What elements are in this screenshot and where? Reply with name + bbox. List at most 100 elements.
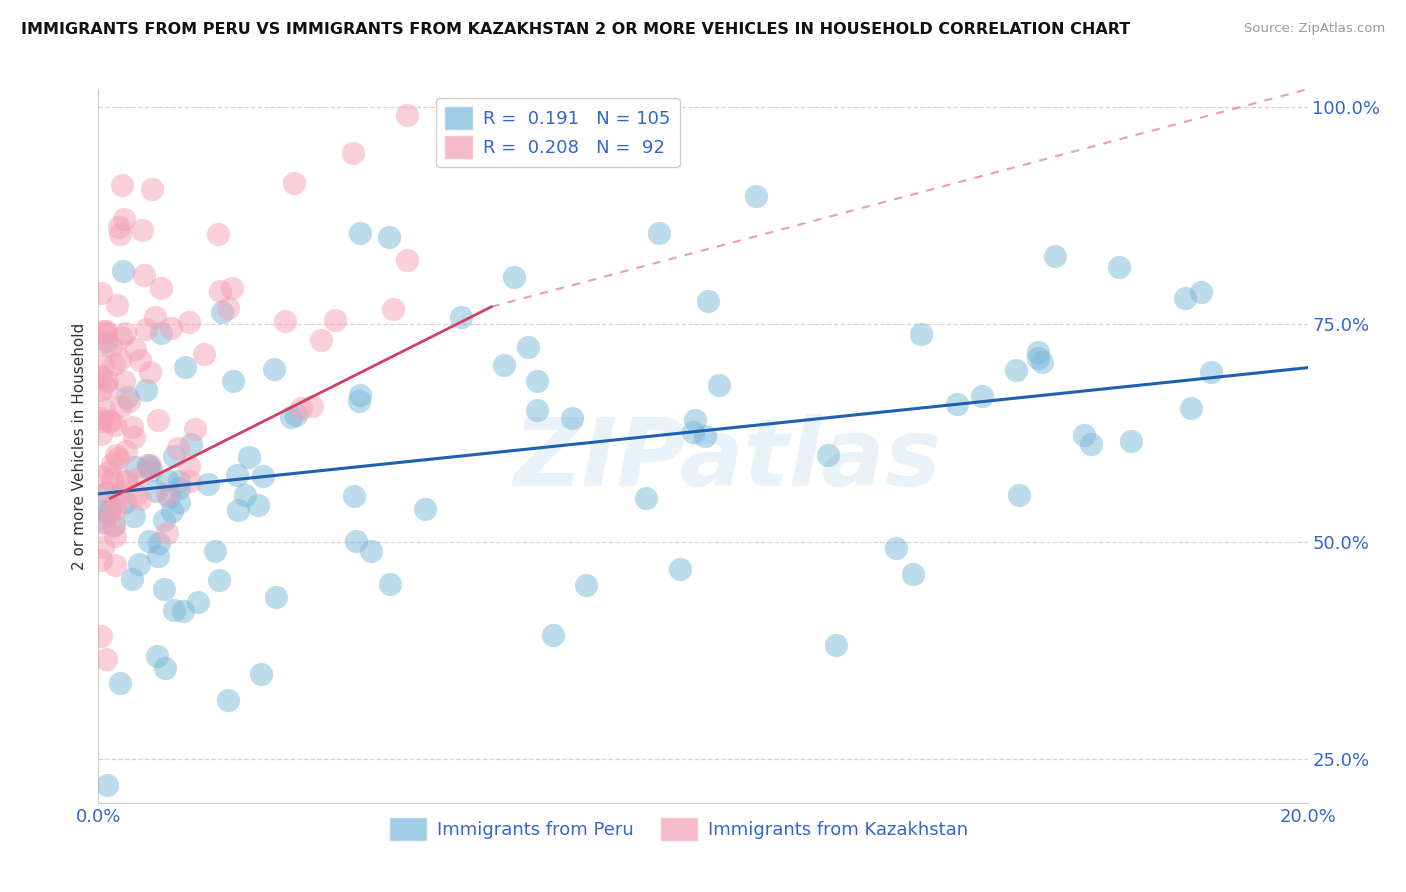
Point xyxy=(104,558,127,572)
Point xyxy=(252,469,274,483)
Point xyxy=(707,378,730,392)
Point xyxy=(395,108,418,122)
Point xyxy=(235,488,257,502)
Point xyxy=(280,410,302,425)
Point xyxy=(238,450,260,464)
Point xyxy=(156,487,179,501)
Point xyxy=(450,310,472,324)
Text: IMMIGRANTS FROM PERU VS IMMIGRANTS FROM KAZAKHSTAN 2 OR MORE VEHICLES IN HOUSEHO: IMMIGRANTS FROM PERU VS IMMIGRANTS FROM … xyxy=(21,22,1130,37)
Point xyxy=(1189,285,1212,300)
Point xyxy=(107,219,129,234)
Point xyxy=(697,293,720,308)
Point xyxy=(101,519,124,533)
Point xyxy=(90,411,112,425)
Point xyxy=(541,628,564,642)
Point xyxy=(226,502,249,516)
Point xyxy=(98,414,121,428)
Point xyxy=(135,383,157,397)
Point xyxy=(683,413,706,427)
Point xyxy=(264,590,287,604)
Point xyxy=(1043,249,1066,263)
Point xyxy=(1073,427,1095,442)
Point xyxy=(150,280,173,294)
Point xyxy=(121,420,143,434)
Point xyxy=(91,540,114,554)
Point xyxy=(111,178,134,192)
Point xyxy=(517,340,540,354)
Point xyxy=(134,268,156,283)
Point xyxy=(285,408,308,422)
Point xyxy=(94,486,117,500)
Point xyxy=(153,513,176,527)
Point xyxy=(344,534,367,549)
Point xyxy=(108,352,131,367)
Point xyxy=(207,227,229,241)
Point xyxy=(634,491,657,505)
Point xyxy=(103,517,125,532)
Point xyxy=(97,465,120,479)
Point xyxy=(122,508,145,523)
Point xyxy=(148,536,170,550)
Point xyxy=(349,393,371,408)
Point xyxy=(104,529,127,543)
Point xyxy=(90,383,112,397)
Point xyxy=(145,484,167,499)
Point xyxy=(886,541,908,555)
Point xyxy=(693,429,716,443)
Point xyxy=(141,182,163,196)
Point xyxy=(349,388,371,402)
Point xyxy=(246,499,269,513)
Point xyxy=(115,474,138,488)
Point xyxy=(817,448,839,462)
Point xyxy=(179,315,201,329)
Point xyxy=(169,481,191,495)
Point xyxy=(139,458,162,473)
Point xyxy=(179,474,201,488)
Point xyxy=(93,514,115,528)
Point xyxy=(90,285,112,300)
Point xyxy=(100,339,122,353)
Point xyxy=(283,176,305,190)
Point xyxy=(138,460,160,475)
Point xyxy=(221,281,243,295)
Point xyxy=(96,778,118,792)
Point xyxy=(395,253,418,268)
Point xyxy=(1008,488,1031,502)
Point xyxy=(209,284,232,298)
Point xyxy=(138,534,160,549)
Point xyxy=(94,652,117,666)
Point xyxy=(143,310,166,324)
Point xyxy=(166,441,188,455)
Point xyxy=(1121,434,1143,449)
Point xyxy=(100,457,122,471)
Point xyxy=(225,468,247,483)
Point xyxy=(217,301,239,315)
Point xyxy=(112,374,135,388)
Point xyxy=(1026,345,1049,359)
Point xyxy=(91,469,114,483)
Point xyxy=(163,603,186,617)
Point xyxy=(413,501,436,516)
Point xyxy=(115,474,138,488)
Point xyxy=(118,394,141,409)
Point xyxy=(155,661,177,675)
Point xyxy=(1080,437,1102,451)
Point xyxy=(146,549,169,564)
Point xyxy=(153,582,176,596)
Point xyxy=(910,326,932,341)
Point xyxy=(561,410,583,425)
Point xyxy=(91,359,114,373)
Point xyxy=(1199,366,1222,380)
Point xyxy=(121,572,143,586)
Point xyxy=(124,459,146,474)
Point xyxy=(105,298,128,312)
Point xyxy=(217,693,239,707)
Point xyxy=(96,375,118,389)
Point xyxy=(204,543,226,558)
Point xyxy=(127,470,149,484)
Point xyxy=(526,374,548,388)
Point xyxy=(103,357,125,371)
Point xyxy=(163,449,186,463)
Point xyxy=(146,413,169,427)
Point xyxy=(112,264,135,278)
